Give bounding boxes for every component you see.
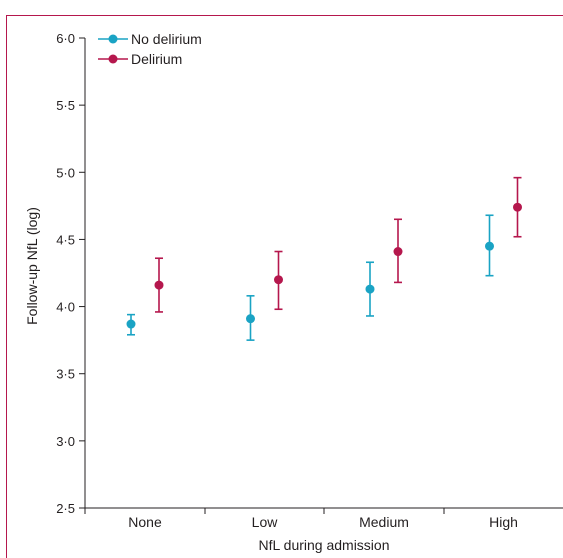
- y-tick-label: 5·0: [56, 165, 75, 180]
- data-point: [246, 314, 255, 324]
- legend-marker: [108, 54, 118, 64]
- y-axis-ticks: 2·5 3·0 3·5 4·0 4·5 5·0 5·5 6·0: [56, 31, 85, 516]
- x-tick-label: High: [489, 514, 518, 530]
- legend-label: No delirium: [131, 31, 202, 47]
- y-tick-label: 2·5: [56, 501, 75, 516]
- series-no-delirium: [126, 214, 494, 341]
- x-tick-label: Low: [252, 514, 279, 530]
- y-tick-label: 5·5: [56, 98, 75, 113]
- y-tick-label: 4·5: [56, 232, 75, 247]
- data-point: [126, 319, 136, 329]
- data-point: [365, 284, 375, 294]
- y-tick-label: 4·0: [56, 300, 75, 315]
- legend-marker: [108, 34, 118, 44]
- x-axis-ticks: None Low Medium High: [84, 508, 518, 530]
- data-point: [485, 241, 494, 251]
- x-axis-label: NfL during admission: [259, 537, 390, 553]
- legend: No delirium Delirium: [98, 31, 202, 67]
- y-axis-label: Follow-up NfL (log): [24, 207, 40, 325]
- data-point: [154, 280, 164, 290]
- y-tick-label: 3·5: [56, 367, 75, 382]
- data-marks: [126, 176, 522, 341]
- series-delirium: [154, 176, 522, 313]
- y-tick-label: 3·0: [56, 434, 75, 449]
- x-tick-label: None: [128, 514, 162, 530]
- data-point: [393, 247, 403, 257]
- data-point: [274, 275, 283, 285]
- frame-left-rule: [6, 15, 7, 558]
- frame-top-rule: [6, 15, 563, 16]
- legend-label: Delirium: [131, 51, 182, 67]
- axes: [84, 38, 563, 509]
- data-point: [513, 202, 522, 212]
- x-tick-label: Medium: [359, 514, 409, 530]
- y-tick-label: 6·0: [56, 31, 75, 46]
